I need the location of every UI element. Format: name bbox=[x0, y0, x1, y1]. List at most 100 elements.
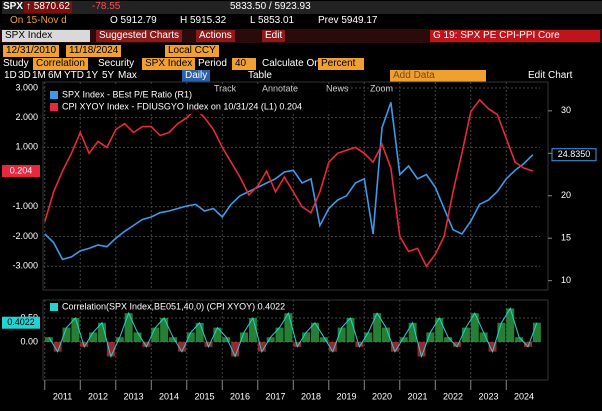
security-label: Security bbox=[98, 58, 135, 69]
legend-label: Correlation(SPX Index,BE051,40,0) (CPI X… bbox=[62, 301, 285, 311]
range-button[interactable]: 5Y bbox=[102, 70, 115, 81]
correlation-bar bbox=[213, 327, 222, 343]
correlation-bar bbox=[62, 327, 71, 343]
x-tick-label: 2020 bbox=[372, 391, 392, 401]
correlation-bar bbox=[186, 332, 195, 343]
x-tick-label: 2019 bbox=[337, 391, 357, 401]
correlation-bar bbox=[328, 342, 337, 352]
correlation-bar bbox=[506, 308, 515, 343]
correlation-bar bbox=[275, 327, 284, 343]
start-date[interactable]: 12/31/2010 bbox=[3, 45, 60, 57]
correlation-bar bbox=[408, 322, 417, 343]
correlation-line bbox=[48, 307, 538, 359]
y-tick-label: 3.000 bbox=[15, 82, 38, 92]
x-tick-label: 2018 bbox=[301, 391, 321, 401]
range-button[interactable]: 1M bbox=[32, 70, 46, 81]
y2-tick-label: 30 bbox=[561, 105, 571, 115]
calc-label: Calculate On bbox=[262, 58, 320, 69]
calc-field[interactable]: Percent bbox=[318, 58, 364, 70]
correlation-bar bbox=[160, 318, 169, 343]
study-security[interactable]: SPX Index bbox=[142, 58, 196, 70]
y-tick-label: -1.000 bbox=[12, 201, 38, 211]
overlay-tool[interactable]: Annotate bbox=[262, 83, 298, 93]
correlation-bar bbox=[124, 313, 133, 343]
correlation-bar bbox=[177, 342, 186, 352]
y2-tick-label: 10 bbox=[561, 275, 571, 285]
legend-label: SPX Index - BEst P/E Ratio (R1) bbox=[62, 89, 192, 99]
correlation-bar bbox=[515, 337, 524, 343]
range-button[interactable]: 3D bbox=[18, 70, 31, 81]
x-tick-label: 2015 bbox=[195, 391, 215, 401]
correlation-bar bbox=[80, 342, 89, 347]
currency[interactable]: Local CCY bbox=[165, 45, 219, 57]
correlation-bar bbox=[98, 322, 107, 343]
correlation-bar bbox=[390, 342, 399, 352]
correlation-bar bbox=[319, 337, 328, 343]
correlation-bar bbox=[106, 342, 115, 357]
series-line bbox=[44, 98, 534, 268]
study-tick-label: 0.00 bbox=[20, 336, 38, 346]
correlation-bar bbox=[204, 342, 213, 347]
security-field[interactable]: SPX Index bbox=[2, 30, 90, 42]
correlation-bar bbox=[53, 342, 62, 352]
correlation-bar bbox=[266, 337, 275, 343]
edit-chart[interactable]: Edit Chart bbox=[528, 70, 573, 81]
study-field[interactable]: Correlation bbox=[33, 58, 88, 70]
x-tick-label: 2023 bbox=[479, 391, 499, 401]
overlay-tool[interactable]: Zoom bbox=[370, 83, 393, 93]
study-label: Study bbox=[3, 58, 29, 69]
y2-tick-label: 15 bbox=[561, 233, 571, 243]
correlation-bar bbox=[461, 327, 470, 343]
frequency[interactable]: Daily bbox=[182, 70, 211, 82]
x-tick-label: 2017 bbox=[266, 391, 286, 401]
x-tick-label: 2014 bbox=[159, 391, 179, 401]
correlation-bar bbox=[497, 322, 506, 343]
legend-swatch bbox=[50, 103, 58, 111]
y2-tick-label: 20 bbox=[561, 190, 571, 200]
correlation-bar bbox=[532, 322, 541, 343]
main-pane bbox=[42, 81, 549, 291]
x-tick-label: 2022 bbox=[443, 391, 463, 401]
correlation-bar bbox=[89, 332, 98, 343]
correlation-bar bbox=[284, 313, 293, 343]
last-value-label: 0.4022 bbox=[7, 317, 35, 327]
range-button[interactable]: 6M bbox=[48, 70, 62, 81]
correlation-bar bbox=[133, 332, 142, 343]
correlation-bar bbox=[311, 322, 320, 343]
last-value-label: 0.204 bbox=[10, 165, 33, 175]
overlay-tool[interactable]: News bbox=[326, 83, 349, 93]
correlation-bar bbox=[488, 342, 497, 352]
quote-row bbox=[2, 1, 602, 14]
correlation-bar bbox=[302, 332, 311, 343]
table-button[interactable]: Table bbox=[248, 70, 272, 81]
prev-close: Prev 5949.17 bbox=[318, 15, 378, 26]
correlation-bar bbox=[373, 313, 382, 343]
y-tick-label: 1.000 bbox=[15, 142, 38, 152]
correlation-bar bbox=[151, 327, 160, 343]
end-date[interactable]: 11/18/2024 bbox=[66, 45, 122, 57]
overlay-tool[interactable]: Track bbox=[214, 83, 237, 93]
x-tick-label: 2012 bbox=[88, 391, 108, 401]
range-button[interactable]: 1D bbox=[4, 70, 17, 81]
correlation-bar bbox=[382, 327, 391, 343]
range-button[interactable]: 1Y bbox=[86, 70, 99, 81]
range-button[interactable]: YTD bbox=[64, 70, 84, 81]
net-change: -78.55 bbox=[92, 1, 121, 12]
edit-menu[interactable]: Edit bbox=[262, 30, 286, 42]
correlation-bar bbox=[71, 318, 80, 343]
x-tick-label: 2013 bbox=[124, 391, 144, 401]
actions-menu[interactable]: Actions bbox=[196, 30, 235, 42]
period-field[interactable]: 40 bbox=[232, 58, 256, 70]
x-tick-label: 2016 bbox=[230, 391, 250, 401]
correlation-bar bbox=[142, 342, 151, 347]
correlation-bar bbox=[248, 318, 257, 343]
range-button[interactable]: Max bbox=[118, 70, 137, 81]
legend-swatch bbox=[50, 303, 58, 311]
correlation-bar bbox=[115, 337, 124, 343]
suggested-charts[interactable]: Suggested Charts bbox=[96, 30, 183, 42]
correlation-bar bbox=[169, 337, 178, 343]
high: H 5915.32 bbox=[180, 15, 227, 26]
add-data[interactable]: Add Data bbox=[390, 70, 486, 82]
quote-date: On 15-Nov d bbox=[10, 15, 67, 26]
